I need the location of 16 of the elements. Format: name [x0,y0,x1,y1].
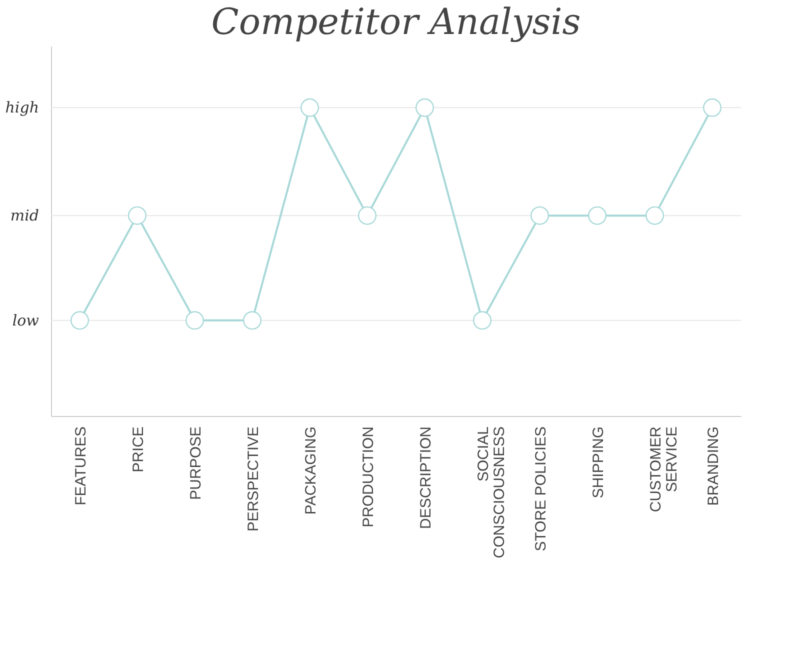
x-tick-label: PRICE [130,426,147,472]
ref-line-label: low [12,311,40,330]
x-tick-label: PACKAGING [302,426,320,515]
x-tick-label: PRODUCTION [360,426,377,528]
x-tick-label: DESCRIPTION [417,426,434,530]
x-tick-label: STORE POLICIES [532,426,550,552]
x-tick-label: SHIPPING [590,426,607,498]
x-tick-label: FEATURES [72,426,90,506]
ref-line-label: mid [10,206,39,225]
x-tick-label: SOCIAL CONSCIOUSNESS [474,426,508,558]
x-tick-label: PERSPECTIVE [244,426,262,532]
chart-title: Competitor Analysis [211,2,581,43]
x-tick-label: PURPOSE [187,426,204,500]
x-tick-label: CUSTOMER SERVICE [647,426,680,512]
ref-line-label: high [5,98,39,117]
x-tick-label: BRANDING [704,426,722,506]
